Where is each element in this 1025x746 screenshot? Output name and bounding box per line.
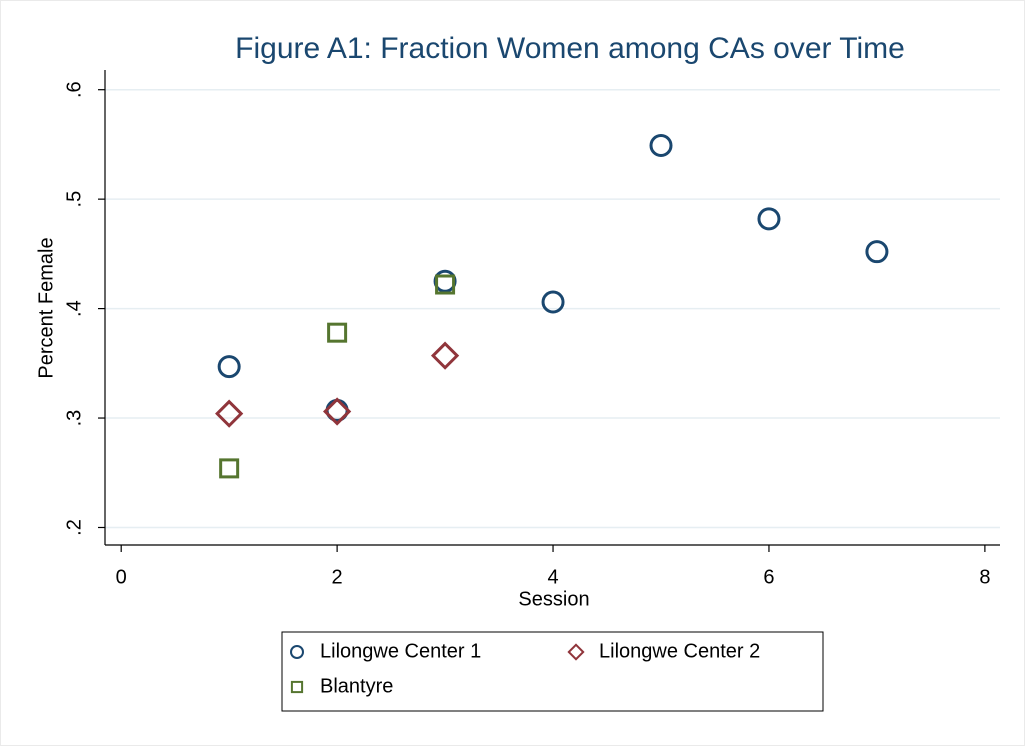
- point: [430, 341, 460, 370]
- legend-marker: [290, 645, 304, 659]
- x-axis-title: Session: [518, 588, 589, 610]
- point: [322, 397, 352, 426]
- legend-marker: [567, 643, 585, 661]
- legend-label: Lilongwe Center 1: [320, 640, 481, 662]
- legend-marker: [290, 680, 304, 694]
- legend-label: Blantyre: [320, 675, 393, 697]
- point: [865, 240, 889, 264]
- y-tick-label: .5: [63, 191, 85, 208]
- y-tick-label: .6: [63, 81, 85, 98]
- x-tick-label: 4: [547, 566, 558, 588]
- y-tick-label: .4: [63, 300, 85, 317]
- y-tick-label: .2: [63, 519, 85, 536]
- point: [327, 322, 348, 343]
- x-tick-label: 0: [116, 566, 127, 588]
- legend-box: [281, 631, 824, 712]
- point: [649, 134, 673, 158]
- x-tick-label: 2: [332, 566, 343, 588]
- y-axis-title: Percent Female: [35, 237, 57, 378]
- chart-title: Figure A1: Fraction Women among CAs over…: [235, 32, 905, 65]
- point: [435, 274, 456, 295]
- point: [219, 458, 240, 479]
- y-tick-label: .3: [63, 410, 85, 427]
- point: [215, 399, 244, 428]
- x-tick-label: 8: [979, 566, 990, 588]
- point: [757, 207, 781, 231]
- legend-label: Lilongwe Center 2: [599, 640, 760, 662]
- point: [541, 290, 565, 314]
- x-tick-label: 6: [763, 566, 774, 588]
- point: [217, 355, 241, 379]
